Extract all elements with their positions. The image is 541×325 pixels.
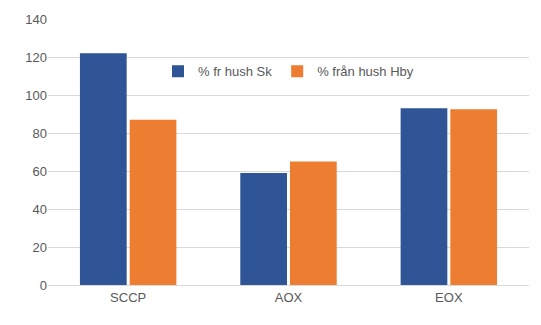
svg-text:140: 140	[25, 12, 47, 27]
svg-text:% fr hush Sk: % fr hush Sk	[198, 64, 272, 79]
svg-text:SCCP: SCCP	[110, 290, 146, 305]
svg-text:0: 0	[40, 278, 47, 293]
svg-text:AOX: AOX	[275, 290, 303, 305]
svg-text:% från hush Hby: % från hush Hby	[317, 64, 414, 79]
svg-text:60: 60	[33, 164, 47, 179]
svg-text:20: 20	[33, 240, 47, 255]
svg-text:120: 120	[25, 50, 47, 65]
svg-text:80: 80	[33, 126, 47, 141]
svg-text:100: 100	[25, 88, 47, 103]
svg-text:EOX: EOX	[435, 290, 463, 305]
svg-text:40: 40	[33, 202, 47, 217]
